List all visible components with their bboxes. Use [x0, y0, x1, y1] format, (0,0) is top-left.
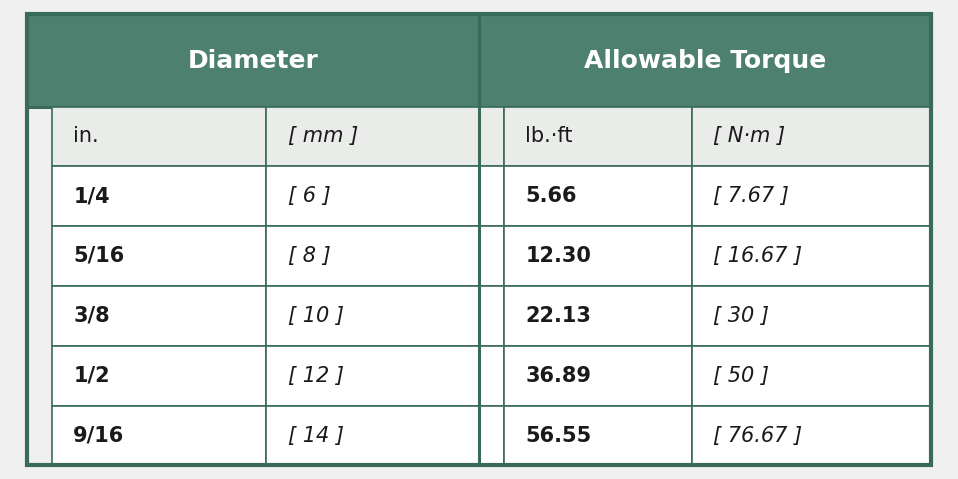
- Text: 1/2: 1/2: [73, 365, 110, 386]
- Bar: [266, 166, 504, 226]
- Text: 56.55: 56.55: [525, 425, 592, 445]
- Bar: [504, 226, 692, 286]
- Bar: [692, 226, 931, 286]
- Text: 3/8: 3/8: [73, 306, 110, 326]
- Text: [ N·m ]: [ N·m ]: [713, 126, 785, 147]
- Bar: [27, 14, 479, 107]
- Bar: [692, 346, 931, 406]
- Bar: [52, 107, 266, 166]
- Text: Diameter: Diameter: [188, 48, 318, 72]
- Text: [ 30 ]: [ 30 ]: [713, 306, 768, 326]
- Bar: [52, 286, 266, 346]
- Bar: [504, 286, 692, 346]
- Bar: [266, 286, 504, 346]
- Text: 36.89: 36.89: [525, 365, 591, 386]
- Text: in.: in.: [73, 126, 99, 147]
- Bar: [504, 107, 692, 166]
- Bar: [692, 406, 931, 466]
- Bar: [52, 226, 266, 286]
- Bar: [266, 226, 504, 286]
- Bar: [52, 346, 266, 406]
- Bar: [266, 406, 504, 466]
- Text: 5/16: 5/16: [73, 246, 125, 266]
- Text: [ 16.67 ]: [ 16.67 ]: [713, 246, 802, 266]
- Text: lb.·ft: lb.·ft: [525, 126, 573, 147]
- Bar: [266, 346, 504, 406]
- Bar: [504, 346, 692, 406]
- Bar: [52, 406, 266, 466]
- Bar: [504, 166, 692, 226]
- Text: [ mm ]: [ mm ]: [287, 126, 357, 147]
- Text: [ 10 ]: [ 10 ]: [287, 306, 344, 326]
- Bar: [504, 406, 692, 466]
- Text: [ 12 ]: [ 12 ]: [287, 365, 344, 386]
- Bar: [692, 166, 931, 226]
- Text: 9/16: 9/16: [73, 425, 125, 445]
- Text: [ 76.67 ]: [ 76.67 ]: [713, 425, 802, 445]
- Text: Allowable Torque: Allowable Torque: [584, 48, 826, 72]
- Bar: [266, 107, 504, 166]
- Text: [ 6 ]: [ 6 ]: [287, 186, 331, 206]
- Text: [ 50 ]: [ 50 ]: [713, 365, 768, 386]
- Text: 12.30: 12.30: [525, 246, 591, 266]
- Text: [ 8 ]: [ 8 ]: [287, 246, 331, 266]
- Bar: [52, 166, 266, 226]
- Text: [ 14 ]: [ 14 ]: [287, 425, 344, 445]
- Text: 22.13: 22.13: [525, 306, 591, 326]
- Text: 1/4: 1/4: [73, 186, 110, 206]
- Bar: [479, 14, 931, 107]
- Bar: [692, 107, 931, 166]
- Text: [ 7.67 ]: [ 7.67 ]: [713, 186, 788, 206]
- Bar: [692, 286, 931, 346]
- Text: 5.66: 5.66: [525, 186, 577, 206]
